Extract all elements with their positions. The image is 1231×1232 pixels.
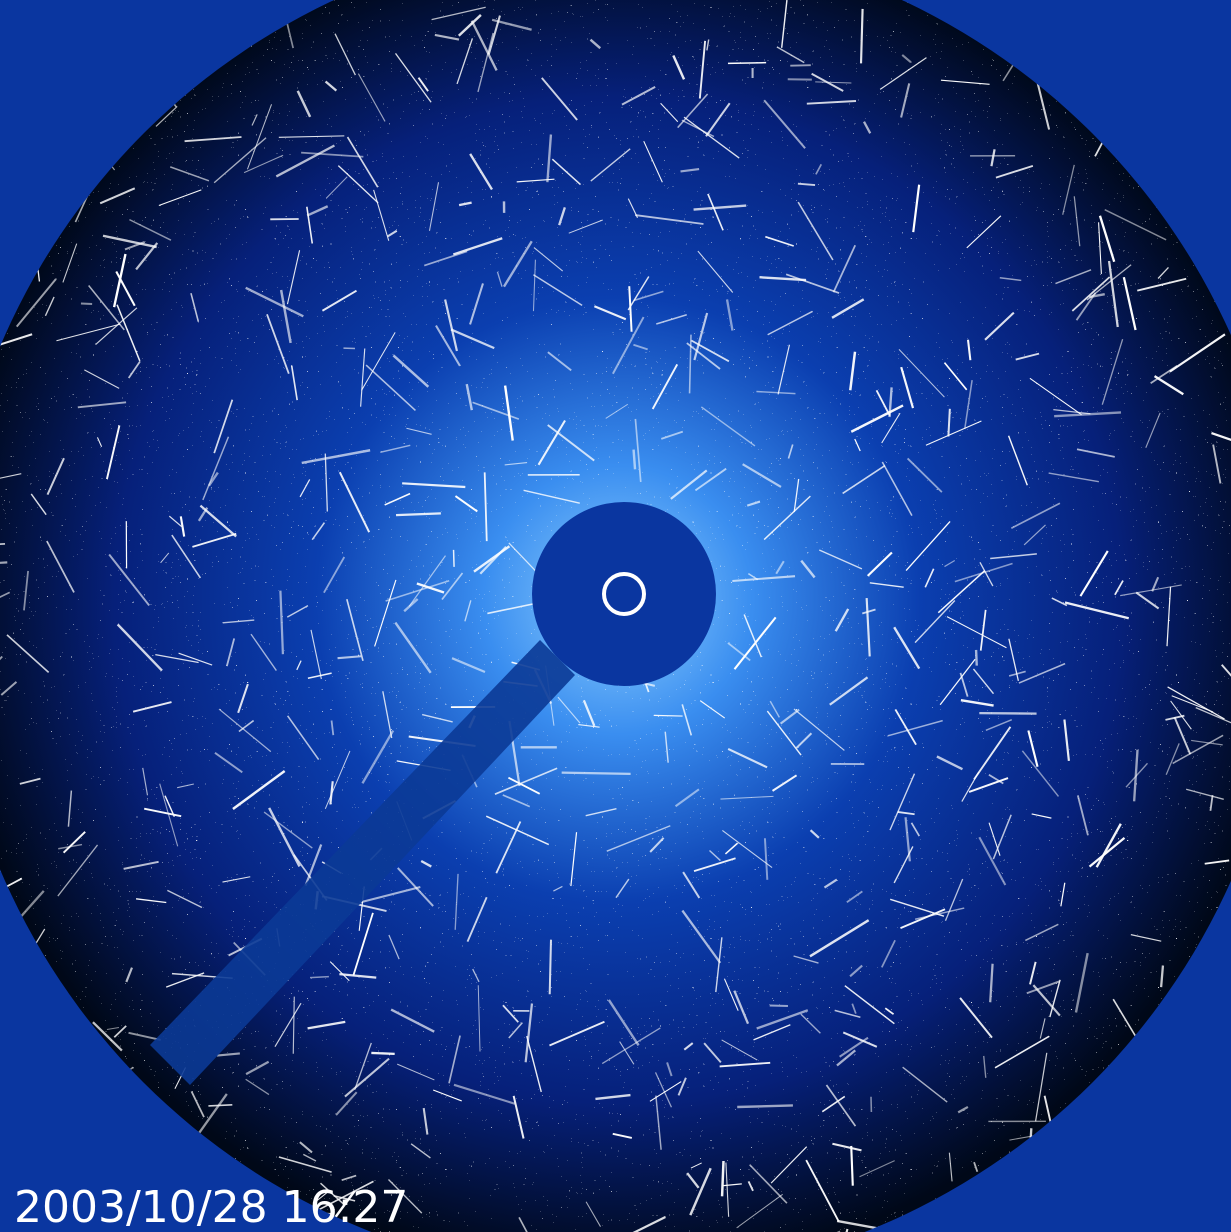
streak: [728, 63, 766, 64]
streak: [976, 650, 977, 666]
streak: [310, 977, 329, 978]
streak: [770, 1005, 788, 1006]
coronagraph-image: 2003/10/28 16:27: [0, 0, 1231, 1232]
streak: [790, 65, 811, 66]
page: 2003/10/28 16:27 (() => { const data = J…: [0, 0, 1231, 1232]
streak: [722, 1161, 723, 1196]
streak: [979, 713, 1036, 714]
streak: [208, 1105, 232, 1106]
streak: [454, 550, 455, 567]
streak: [371, 1053, 394, 1054]
timestamp: 2003/10/28 16:27: [14, 1182, 408, 1232]
occulter: [532, 502, 716, 686]
streak: [634, 450, 635, 470]
streak: [654, 715, 683, 716]
streak: [737, 1105, 793, 1107]
streak: [562, 773, 631, 774]
streak: [550, 940, 551, 995]
